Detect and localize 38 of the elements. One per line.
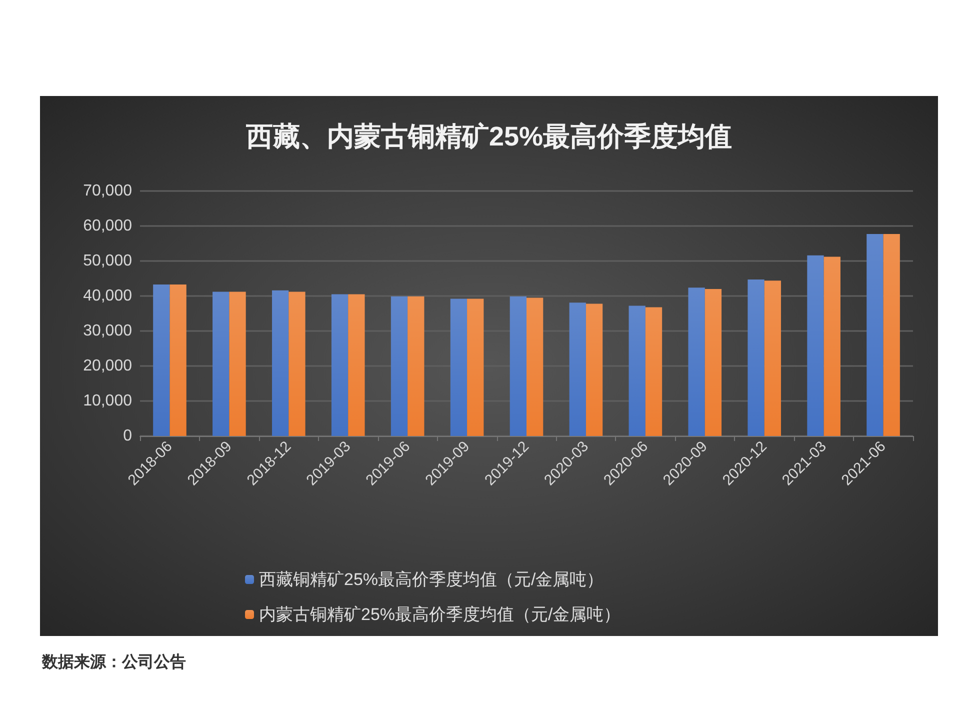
bar — [645, 307, 662, 436]
bar — [510, 296, 526, 436]
bar — [764, 280, 781, 436]
bar — [153, 284, 170, 436]
bar — [824, 256, 840, 436]
bar — [212, 292, 230, 436]
bar — [450, 298, 468, 436]
y-tick-label: 0 — [123, 428, 132, 444]
bar — [390, 296, 408, 436]
bar — [569, 302, 586, 436]
bar — [288, 292, 306, 436]
bar — [748, 280, 764, 436]
chart-title: 西藏、内蒙古铜精矿25%最高价季度均值 — [244, 122, 732, 152]
bar — [704, 289, 722, 436]
bar — [586, 304, 603, 436]
y-tick-label: 30,000 — [83, 322, 132, 340]
y-tick-label: 10,000 — [83, 392, 132, 410]
bar — [348, 294, 365, 436]
bar — [526, 298, 544, 436]
legend-label: 西藏铜精矿25%最高价季度均值（元/金属吨） — [259, 570, 604, 589]
legend-label: 内蒙古铜精矿25%最高价季度均值（元/金属吨） — [259, 605, 621, 624]
bar — [807, 255, 824, 436]
source-note: 数据来源：公司公告 — [42, 652, 186, 673]
bar — [866, 234, 884, 436]
bar — [467, 298, 484, 436]
bar — [229, 292, 246, 436]
bar — [628, 306, 646, 436]
y-tick-label: 60,000 — [83, 218, 132, 234]
bar — [170, 284, 186, 436]
bar — [408, 296, 424, 436]
y-tick-label: 40,000 — [83, 288, 132, 304]
bar — [883, 234, 900, 436]
y-tick-label: 70,000 — [83, 182, 132, 200]
y-tick-label: 50,000 — [83, 252, 132, 270]
bar — [331, 294, 348, 436]
bar — [688, 288, 705, 436]
y-tick-label: 20,000 — [83, 358, 132, 374]
bar — [272, 290, 289, 436]
